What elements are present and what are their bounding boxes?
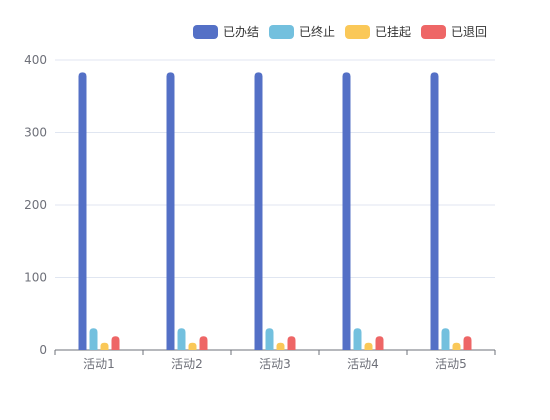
legend-swatch (421, 25, 446, 39)
x-tick-label: 活动3 (259, 357, 291, 371)
bar[interactable] (342, 72, 351, 350)
bar[interactable] (430, 72, 439, 350)
legend-label: 已终止 (299, 24, 335, 39)
bars (78, 72, 472, 350)
legend-swatch (269, 25, 294, 39)
bar[interactable] (100, 342, 109, 350)
legend-item[interactable]: 已挂起 (345, 25, 411, 39)
bar[interactable] (375, 336, 384, 350)
x-tick-label: 活动2 (171, 357, 203, 371)
bar[interactable] (111, 336, 120, 350)
bar[interactable] (364, 342, 373, 350)
bar[interactable] (89, 328, 98, 350)
axes: 0 100 200 300 400 活动1 活动2 活动3 活动4 活动5 (24, 53, 496, 371)
y-tick-label: 0 (39, 343, 47, 357)
legend-item[interactable]: 已退回 (421, 25, 487, 39)
bar[interactable] (353, 328, 362, 350)
bar[interactable] (188, 342, 197, 350)
bar[interactable] (166, 72, 175, 350)
bar[interactable] (463, 336, 472, 350)
legend-swatch (345, 25, 370, 39)
legend-label: 已挂起 (375, 25, 411, 39)
bar[interactable] (177, 328, 186, 350)
bar[interactable] (199, 336, 208, 350)
bar[interactable] (452, 342, 461, 350)
bar[interactable] (78, 72, 87, 350)
legend-label: 已退回 (451, 25, 487, 39)
bar[interactable] (287, 336, 296, 350)
x-tick-label: 活动5 (435, 357, 467, 371)
grid (55, 59, 495, 278)
bar[interactable] (441, 328, 450, 350)
legend-item[interactable]: 已终止 (269, 24, 335, 39)
bar[interactable] (276, 342, 285, 350)
y-tick-label: 400 (24, 53, 47, 67)
legend-item[interactable]: 已办结 (193, 24, 259, 39)
y-tick-label: 200 (24, 198, 47, 212)
y-tick-label: 100 (24, 271, 47, 285)
x-tick-label: 活动1 (83, 357, 115, 371)
legend: 已办结 已终止 已挂起 已退回 (193, 24, 487, 39)
bar[interactable] (254, 72, 263, 350)
legend-swatch (193, 25, 218, 39)
y-tick-label: 300 (24, 126, 47, 140)
legend-label: 已办结 (223, 24, 259, 39)
bar[interactable] (265, 328, 274, 350)
x-tick-label: 活动4 (347, 357, 379, 371)
